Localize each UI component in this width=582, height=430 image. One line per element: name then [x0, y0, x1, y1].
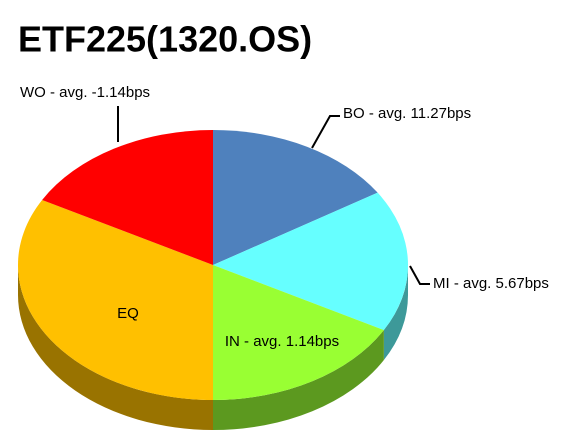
slice-side — [383, 265, 408, 361]
slice-side — [213, 330, 384, 430]
slice-label: EQ — [117, 305, 139, 322]
slice — [213, 192, 408, 331]
leader-line — [311, 115, 340, 149]
slice-label: BO - avg. 11.27bps — [343, 105, 471, 122]
leader-line — [409, 265, 430, 285]
slice-label: IN - avg. 1.14bps — [225, 333, 339, 350]
slice-label: MI - avg. 5.67bps — [433, 275, 549, 292]
pie — [18, 130, 408, 430]
slice-label: WO - avg. -1.14bps — [20, 84, 150, 101]
slice — [213, 130, 378, 265]
slice — [42, 130, 214, 265]
slice-side — [18, 265, 213, 430]
slice — [213, 265, 384, 400]
slice — [18, 199, 213, 400]
chart-title: ETF225(1320.OS) — [18, 19, 312, 60]
